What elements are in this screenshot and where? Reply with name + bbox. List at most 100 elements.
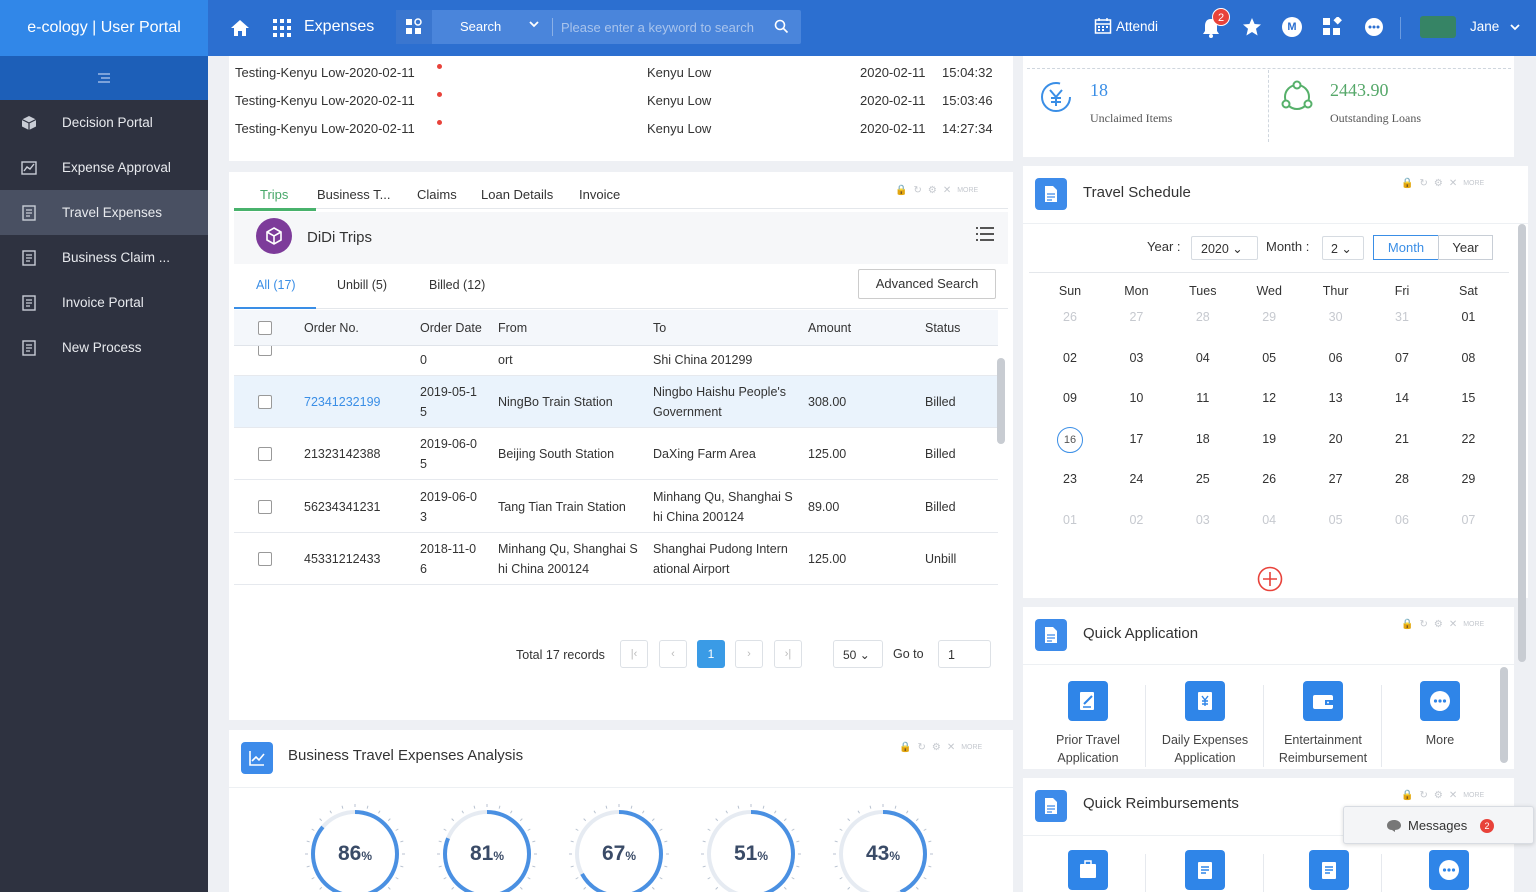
tab-business-t[interactable]: Business T... bbox=[317, 187, 391, 202]
row-checkbox[interactable] bbox=[258, 552, 272, 567]
brand-logo[interactable]: e-cology | User Portal bbox=[0, 0, 208, 56]
home-icon[interactable] bbox=[228, 16, 252, 40]
refresh-icon[interactable]: ↻ bbox=[1419, 790, 1428, 801]
apps-grid-icon[interactable] bbox=[270, 16, 294, 40]
recent-title[interactable]: Testing-Kenyu Low-2020-02-11 bbox=[235, 121, 415, 136]
recent-item[interactable]: Testing-Kenyu Low-2020-02-11 Kenyu Low 202… bbox=[229, 64, 1013, 85]
calendar-day[interactable]: 26 bbox=[1063, 310, 1077, 324]
settings-icon[interactable]: ⚙ bbox=[1433, 619, 1443, 630]
calendar-day[interactable]: 30 bbox=[1328, 310, 1343, 324]
calendar-day[interactable]: 25 bbox=[1195, 472, 1210, 487]
sidebar-item-invoice-portal[interactable]: Invoice Portal bbox=[0, 280, 208, 325]
tab-trips[interactable]: Trips bbox=[260, 187, 289, 202]
table-row[interactable]: 56234341231 2019-06-0 3 Tang Tian Train Sta… bbox=[234, 481, 998, 533]
calendar-icon[interactable] bbox=[1094, 17, 1112, 38]
calendar-day[interactable]: 03 bbox=[1129, 350, 1144, 365]
more-link[interactable]: MORE bbox=[957, 187, 979, 194]
close-icon[interactable]: ✕ bbox=[1448, 619, 1458, 630]
page-size-select[interactable]: 50 ⌄ bbox=[833, 640, 883, 668]
goto-input[interactable]: 1 bbox=[938, 640, 991, 668]
analysis-panel-controls[interactable]: 🔒 ↻ ⚙ ✕ MORE bbox=[899, 742, 982, 753]
widget-icon[interactable] bbox=[396, 10, 432, 44]
lock-icon[interactable]: 🔒 bbox=[1401, 178, 1414, 189]
cell-order-no[interactable]: 72341232199 bbox=[304, 395, 381, 409]
collapse-menu-icon[interactable] bbox=[0, 56, 208, 100]
col-order-date[interactable]: Order Date bbox=[420, 321, 482, 335]
calendar-day[interactable]: 18 bbox=[1195, 431, 1210, 446]
sidebar-item-travel-expenses[interactable]: Travel Expenses bbox=[0, 190, 208, 235]
calendar-day[interactable]: 06 bbox=[1328, 350, 1343, 365]
calendar-day[interactable]: 03 bbox=[1195, 513, 1210, 527]
calendar-day[interactable]: 13 bbox=[1328, 391, 1343, 406]
calendar-day[interactable]: 28 bbox=[1395, 472, 1409, 487]
prior-travel-label[interactable]: Prior Travel Application bbox=[1056, 733, 1120, 765]
reimb-travel-icon[interactable] bbox=[1068, 850, 1108, 890]
table-row-partial[interactable]: 0 ort Shi China 201299 bbox=[234, 346, 998, 376]
col-from[interactable]: From bbox=[498, 321, 528, 335]
month-view-button[interactable]: Month bbox=[1373, 235, 1439, 260]
recent-title[interactable]: Testing-Kenyu Low-2020-02-11 bbox=[235, 93, 415, 108]
close-icon[interactable]: ✕ bbox=[942, 185, 952, 196]
calendar-day[interactable]: 04 bbox=[1262, 513, 1277, 527]
calendar-day[interactable]: 09 bbox=[1063, 391, 1077, 406]
select-all-checkbox[interactable] bbox=[258, 321, 272, 335]
filter-billed[interactable]: Billed (12) bbox=[429, 278, 486, 292]
refresh-icon[interactable]: ↻ bbox=[1419, 178, 1428, 189]
calendar-day[interactable]: 08 bbox=[1461, 350, 1476, 365]
user-name[interactable]: Jane bbox=[1470, 19, 1500, 34]
calendar-day[interactable]: 04 bbox=[1195, 350, 1210, 365]
calendar-day[interactable]: 17 bbox=[1129, 431, 1144, 446]
calendar-day[interactable]: 02 bbox=[1129, 513, 1144, 527]
col-order-no[interactable]: Order No. bbox=[304, 321, 359, 335]
list-menu-icon[interactable] bbox=[976, 226, 994, 245]
more-link[interactable]: MORE bbox=[1463, 621, 1485, 628]
more-label[interactable]: More bbox=[1425, 733, 1455, 747]
m-avatar-icon[interactable]: M bbox=[1282, 17, 1302, 37]
refresh-icon[interactable]: ↻ bbox=[1419, 619, 1428, 630]
more-link[interactable]: MORE bbox=[1463, 792, 1485, 799]
right-scrollbar[interactable] bbox=[1518, 224, 1526, 662]
panel-controls[interactable]: 🔒 ↻ ⚙ ✕ MORE bbox=[895, 185, 978, 196]
loans-value[interactable]: 2443.90 bbox=[1330, 80, 1389, 100]
filter-unbill[interactable]: Unbill (5) bbox=[337, 278, 388, 292]
qa-scrollbar[interactable] bbox=[1500, 667, 1508, 763]
year-view-button[interactable]: Year bbox=[1438, 235, 1493, 260]
recent-item[interactable]: Testing-Kenyu Low-2020-02-11 Kenyu Low 202… bbox=[229, 92, 1013, 113]
calendar-day[interactable]: 29 bbox=[1461, 472, 1476, 487]
sidebar-item-business-claim[interactable]: Business Claim ... bbox=[0, 235, 208, 280]
quick-app-controls[interactable]: 🔒 ↻ ⚙ ✕ MORE bbox=[1401, 619, 1484, 630]
add-schedule-icon[interactable] bbox=[1257, 566, 1283, 595]
settings-icon[interactable]: ⚙ bbox=[927, 185, 937, 196]
calendar-day[interactable]: 27 bbox=[1129, 310, 1144, 324]
schedule-panel-controls[interactable]: 🔒 ↻ ⚙ ✕ MORE bbox=[1401, 178, 1484, 189]
page-current[interactable]: 1 bbox=[697, 640, 725, 668]
year-select[interactable]: 2020 ⌄ bbox=[1191, 236, 1258, 260]
settings-icon[interactable]: ⚙ bbox=[1433, 790, 1443, 801]
apps-icon[interactable] bbox=[1322, 16, 1342, 40]
row-checkbox[interactable] bbox=[258, 499, 272, 514]
reimb-entertainment-icon[interactable] bbox=[1309, 850, 1349, 890]
calendar-day[interactable]: 27 bbox=[1328, 472, 1343, 487]
entertainment-label[interactable]: Entertainment Reimbursement bbox=[1278, 733, 1368, 765]
calendar-day[interactable]: 05 bbox=[1328, 513, 1343, 527]
calendar-day[interactable]: 26 bbox=[1262, 472, 1277, 487]
recent-item[interactable]: Testing-Kenyu Low-2020-02-11 Kenyu Low 202… bbox=[229, 120, 1013, 141]
col-amount[interactable]: Amount bbox=[808, 321, 852, 335]
lock-icon[interactable]: 🔒 bbox=[899, 742, 912, 753]
more-link[interactable]: MORE bbox=[961, 744, 983, 751]
col-status[interactable]: Status bbox=[925, 321, 961, 335]
calendar-day[interactable]: 01 bbox=[1461, 310, 1476, 324]
refresh-icon[interactable]: ↻ bbox=[913, 185, 922, 196]
calendar-day[interactable]: 24 bbox=[1129, 472, 1144, 487]
next-page-icon[interactable]: › bbox=[735, 640, 763, 668]
daily-expenses-icon[interactable] bbox=[1185, 681, 1225, 721]
calendar-day[interactable]: 01 bbox=[1063, 513, 1077, 527]
prior-travel-icon[interactable] bbox=[1068, 681, 1108, 721]
month-select[interactable]: 2 ⌄ bbox=[1322, 236, 1364, 260]
advanced-search-button[interactable]: Advanced Search bbox=[858, 269, 996, 299]
more-link[interactable]: MORE bbox=[1463, 180, 1485, 187]
tab-claims[interactable]: Claims bbox=[417, 187, 457, 202]
table-row[interactable]: 21323142388 2019-06-0 5 Beijing South Stati… bbox=[234, 428, 998, 481]
calendar-day[interactable]: 07 bbox=[1395, 350, 1409, 365]
lock-icon[interactable]: 🔒 bbox=[895, 185, 908, 196]
